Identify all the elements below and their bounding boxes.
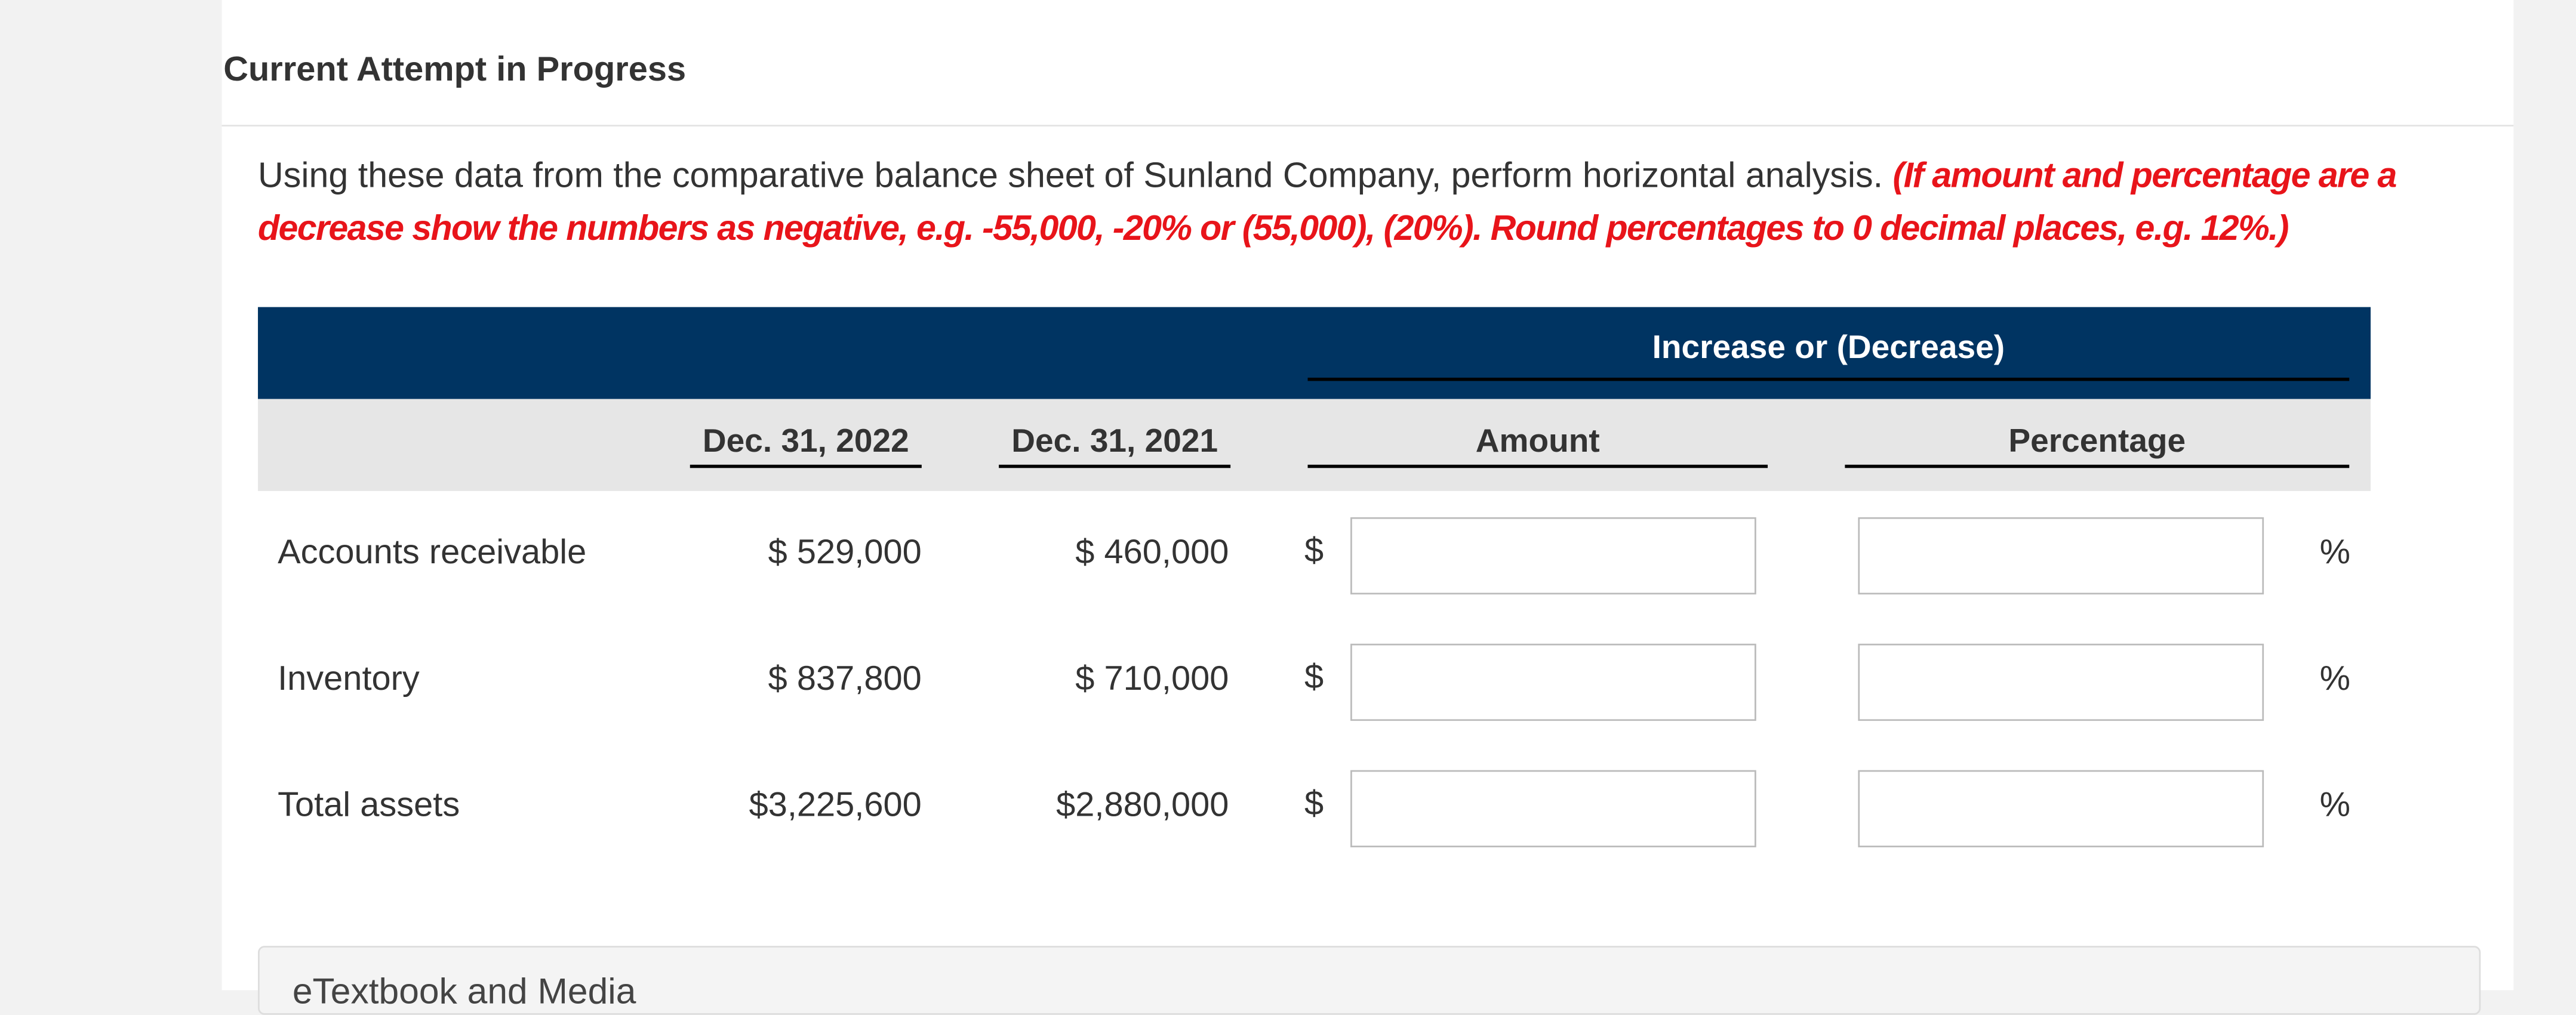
value-2021: $2,880,000	[1056, 786, 1229, 825]
row-label: Total assets	[278, 786, 460, 825]
content-panel: Current Attempt in Progress Using these …	[221, 0, 2514, 1015]
row-label: Accounts receivable	[278, 533, 587, 572]
amount-input[interactable]	[1350, 517, 1756, 595]
dollar-sign: $	[1304, 785, 1324, 823]
attempt-title: Current Attempt in Progress	[223, 51, 687, 89]
percent-sign: %	[2319, 786, 2351, 825]
value-2021: $ 460,000	[1075, 533, 1229, 572]
screen: Current Attempt in Progress Using these …	[221, 0, 2514, 1015]
amount-input[interactable]	[1350, 770, 1756, 847]
percentage-input[interactable]	[1858, 517, 2264, 595]
amount-input[interactable]	[1350, 643, 1756, 721]
group-header: Increase or (Decrease)	[1652, 330, 2005, 366]
page: Current Attempt in Progress Using these …	[221, 0, 2514, 1015]
value-2021: $ 710,000	[1075, 660, 1229, 698]
instructions: Using these data from the comparative ba…	[258, 149, 2492, 254]
footer-label[interactable]: eTextbook and Media	[292, 970, 636, 1012]
dollar-sign: $	[1304, 532, 1324, 570]
dollar-sign: $	[1304, 658, 1324, 696]
percent-sign: %	[2319, 660, 2351, 698]
group-underline	[1307, 377, 2350, 381]
row-label: Inventory	[278, 660, 420, 698]
column-header: Dec. 31, 2021	[999, 424, 1231, 468]
column-header: Dec. 31, 2022	[690, 424, 922, 468]
percent-sign: %	[2319, 533, 2351, 572]
column-header: Percentage	[1845, 424, 2350, 468]
percentage-input[interactable]	[1858, 770, 2264, 847]
divider	[221, 125, 2514, 127]
value-2022: $ 837,800	[768, 660, 922, 698]
instruction-note: (If amount and percentage are a decrease…	[258, 156, 2397, 248]
table-header-band	[258, 307, 2371, 399]
instruction-text: Using these data from the comparative ba…	[258, 156, 1883, 196]
value-2022: $ 529,000	[768, 533, 922, 572]
footer-panel[interactable]: eTextbook and Media	[258, 946, 2481, 1015]
column-header: Amount	[1307, 424, 1768, 468]
table-column-band	[258, 399, 2371, 491]
value-2022: $3,225,600	[749, 786, 922, 825]
percentage-input[interactable]	[1858, 643, 2264, 721]
